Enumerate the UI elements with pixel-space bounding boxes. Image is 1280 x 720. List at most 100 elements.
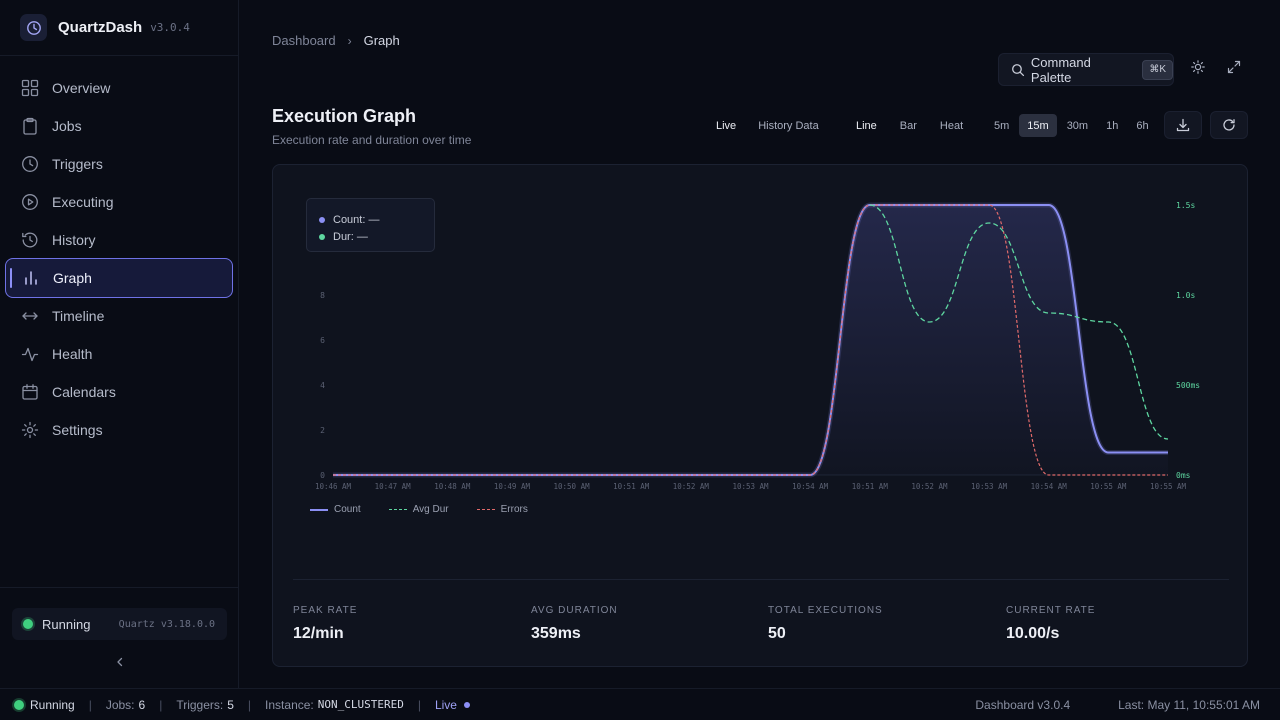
scheduler-status: Running <box>42 616 91 632</box>
tooltip-count: Count: — <box>333 213 380 226</box>
legend-swatch <box>476 509 495 510</box>
chart-type-heat[interactable]: Heat <box>939 119 964 132</box>
status-bar: Running | Jobs: 6 | Triggers: 5 | Instance… <box>0 688 1280 720</box>
sidebar-item-label: Health <box>52 346 93 362</box>
range-15m[interactable]: 15m <box>1019 114 1057 137</box>
legend-errors-label: Errors <box>500 504 528 515</box>
sidebar-item-overview[interactable]: Overview <box>5 69 233 107</box>
legend-avg-dur-label: Avg Dur <box>412 504 449 515</box>
range-1h[interactable]: 1h <box>1106 119 1119 132</box>
y-right-tick-label: 500ms <box>1176 381 1200 390</box>
count-area <box>333 205 1168 475</box>
page-subtitle: Execution rate and duration over time <box>272 133 472 147</box>
legend-swatch <box>310 508 328 511</box>
x-tick-label: 10:51 AM <box>852 482 889 491</box>
refresh-button[interactable] <box>1210 111 1248 139</box>
stat-value: 12/min <box>293 625 344 642</box>
statusbar-triggers: Triggers: 5 <box>176 698 234 712</box>
x-tick-label: 10:52 AM <box>673 482 710 491</box>
jobs-label: Jobs: <box>105 697 135 712</box>
refresh-icon <box>1223 119 1235 131</box>
errors-series-line <box>333 204 1168 476</box>
source-history-option[interactable]: History Data <box>758 119 819 132</box>
x-tick-label: 10:51 AM <box>613 482 650 491</box>
y-right-tick-label: 1.0s <box>1176 291 1195 300</box>
breadcrumb-dashboard[interactable]: Dashboard <box>272 33 336 48</box>
execution-chart[interactable]: 0 2 4 6 8 0ms 500ms 1.0s 1.5s 10:46 AM 10:47 AM 10:… <box>273 165 1249 495</box>
sidebar-item-calendars[interactable]: Calendars <box>5 373 233 411</box>
calendar-icon <box>20 382 40 402</box>
stat-value: 50 <box>768 625 786 642</box>
range-6h[interactable]: 6h <box>1136 119 1149 132</box>
y-left-tick-label: 6 <box>320 336 325 345</box>
separator: | <box>88 697 92 712</box>
download-icon <box>1176 118 1190 132</box>
statusbar-scheduler: Running <box>14 698 75 712</box>
sidebar-item-label: Graph <box>53 270 92 286</box>
triggers-label: Triggers: <box>176 697 224 712</box>
sidebar-item-executing[interactable]: Executing <box>5 183 233 221</box>
bar-chart-icon <box>21 268 41 288</box>
sidebar-item-health[interactable]: Health <box>5 335 233 373</box>
last-updated: Last: May 11, 10:55:01 AM <box>1118 697 1260 712</box>
stats-divider <box>293 579 1229 580</box>
sidebar-item-label: Timeline <box>52 308 105 324</box>
sidebar-item-history[interactable]: History <box>5 221 233 259</box>
tooltip-dur: Dur: — <box>333 230 368 243</box>
x-tick-label: 10:52 AM <box>911 482 948 491</box>
sidebar-item-label: Overview <box>52 80 111 96</box>
sidebar-item-label: Executing <box>52 194 114 210</box>
brand[interactable]: QuartzDash v3.0.4 <box>0 0 238 56</box>
y-right-tick-label: 1.5s <box>1176 201 1195 210</box>
instance-value: NON_CLUSTERED <box>317 698 404 711</box>
legend-count[interactable]: Count <box>310 504 361 515</box>
clock-logo-icon <box>20 14 47 41</box>
x-tick-label: 10:54 AM <box>1031 482 1068 491</box>
y-left-tick-label: 4 <box>320 381 325 390</box>
theme-toggle-button[interactable] <box>1188 57 1208 77</box>
download-button[interactable] <box>1164 111 1202 139</box>
y-right-tick-label: 0ms <box>1176 471 1191 480</box>
sidebar-item-settings[interactable]: Settings <box>5 411 233 449</box>
stat-avg-duration: AVG DURATION 359ms <box>531 605 618 643</box>
arrows-horizontal-icon <box>20 306 40 326</box>
stat-total-executions: TOTAL EXECUTIONS 50 <box>768 605 883 643</box>
y-left-tick-label: 2 <box>320 426 325 435</box>
x-tick-label: 10:49 AM <box>494 482 531 491</box>
play-circle-icon <box>20 192 40 212</box>
sidebar-item-triggers[interactable]: Triggers <box>5 145 233 183</box>
count-dot <box>319 216 325 223</box>
instance-label: Instance: <box>265 697 314 712</box>
legend-errors[interactable]: Errors <box>476 504 528 515</box>
collapse-sidebar-button[interactable] <box>110 652 130 672</box>
chart-type-bar[interactable]: Bar <box>899 119 917 132</box>
statusbar-jobs: Jobs: 6 <box>106 698 145 712</box>
x-tick-label: 10:55 AM <box>1090 482 1127 491</box>
sidebar-item-label: Settings <box>52 422 103 438</box>
legend-swatch <box>388 509 407 510</box>
chevron-right-icon: › <box>347 33 352 48</box>
command-palette-button[interactable]: Command Palette ⌘K <box>998 53 1174 86</box>
stat-label: PEAK RATE <box>293 605 358 616</box>
stat-label: CURRENT RATE <box>1006 605 1096 616</box>
triggers-count: 5 <box>227 697 234 712</box>
live-dot <box>463 701 470 708</box>
y-left-tick-label: 8 <box>320 291 325 300</box>
range-30m[interactable]: 30m <box>1066 119 1089 132</box>
sidebar-item-jobs[interactable]: Jobs <box>5 107 233 145</box>
chart-type-line[interactable]: Line <box>856 119 877 132</box>
source-live-option[interactable]: Live <box>716 119 737 132</box>
app-version: v3.0.4 <box>150 21 190 34</box>
legend-avg-dur[interactable]: Avg Dur <box>388 504 449 515</box>
statusbar-status: Running <box>30 697 75 712</box>
sidebar-item-graph[interactable]: Graph <box>5 258 233 298</box>
range-5m[interactable]: 5m <box>994 119 1010 132</box>
sidebar-item-timeline[interactable]: Timeline <box>5 297 233 335</box>
clipboard-icon <box>20 116 40 136</box>
x-tick-label: 10:53 AM <box>732 482 769 491</box>
status-dot <box>14 699 24 710</box>
stat-label: AVG DURATION <box>531 605 618 616</box>
sidebar-item-label: History <box>52 232 96 248</box>
stat-peak-rate: PEAK RATE 12/min <box>293 605 357 643</box>
fullscreen-button[interactable] <box>1224 57 1244 77</box>
